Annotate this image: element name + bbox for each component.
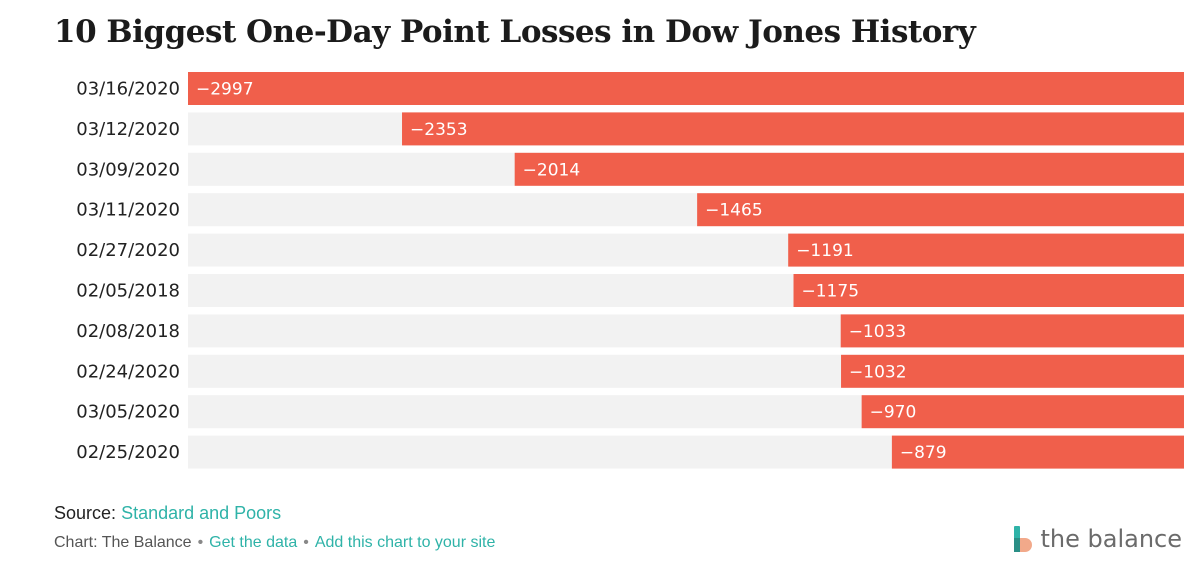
separator-dot: •: [197, 534, 204, 551]
add-chart-link[interactable]: Add this chart to your site: [314, 534, 496, 551]
category-label: 02/08/2018: [76, 321, 180, 342]
credits-line: Chart: The Balance • Get the data • Add this…: [54, 534, 495, 552]
category-label: 02/24/2020: [76, 361, 180, 382]
value-label: −1191: [796, 241, 854, 261]
bar[interactable]: [188, 72, 1184, 105]
category-label: 03/11/2020: [76, 200, 180, 221]
bar[interactable]: [793, 274, 1184, 307]
value-label: −879: [900, 443, 947, 463]
category-label: 03/05/2020: [76, 402, 180, 423]
value-label: −2014: [523, 160, 581, 180]
value-label: −2997: [196, 80, 254, 100]
bar[interactable]: [840, 314, 1184, 348]
bar[interactable]: [841, 354, 1184, 388]
source-label: Source:: [54, 503, 117, 523]
bar[interactable]: [402, 112, 1184, 146]
value-label: −1032: [849, 362, 907, 382]
bar[interactable]: [788, 233, 1184, 267]
value-label: −970: [870, 403, 917, 423]
category-label: 02/05/2018: [76, 281, 180, 302]
chart-title: 10 Biggest One-Day Point Losses in Dow J…: [54, 14, 976, 50]
bar[interactable]: [891, 435, 1184, 469]
source-link[interactable]: Standard and Poors: [121, 503, 282, 523]
brand-logo[interactable]: the balance: [1012, 522, 1182, 556]
value-label: −1175: [802, 282, 860, 302]
separator-dot: •: [303, 534, 309, 551]
category-label: 03/09/2020: [76, 159, 180, 180]
category-label: 02/25/2020: [76, 442, 180, 463]
category-label: 02/27/2020: [76, 240, 180, 261]
value-label: −2353: [410, 120, 468, 140]
value-label: −1033: [849, 322, 907, 342]
value-label: −1465: [705, 201, 763, 221]
get-data-link[interactable]: Get the data: [209, 534, 298, 551]
bar[interactable]: [697, 193, 1184, 227]
brand-name: the balance: [1040, 525, 1182, 553]
the-balance-logo-icon: [1014, 526, 1033, 552]
bar[interactable]: [861, 395, 1184, 429]
source-line: Source: Standard and Poors: [54, 503, 281, 524]
category-label: 03/16/2020: [76, 79, 180, 100]
bar[interactable]: [514, 152, 1184, 186]
chart-credit: Chart: The Balance: [54, 534, 192, 551]
category-label: 03/12/2020: [76, 119, 180, 140]
